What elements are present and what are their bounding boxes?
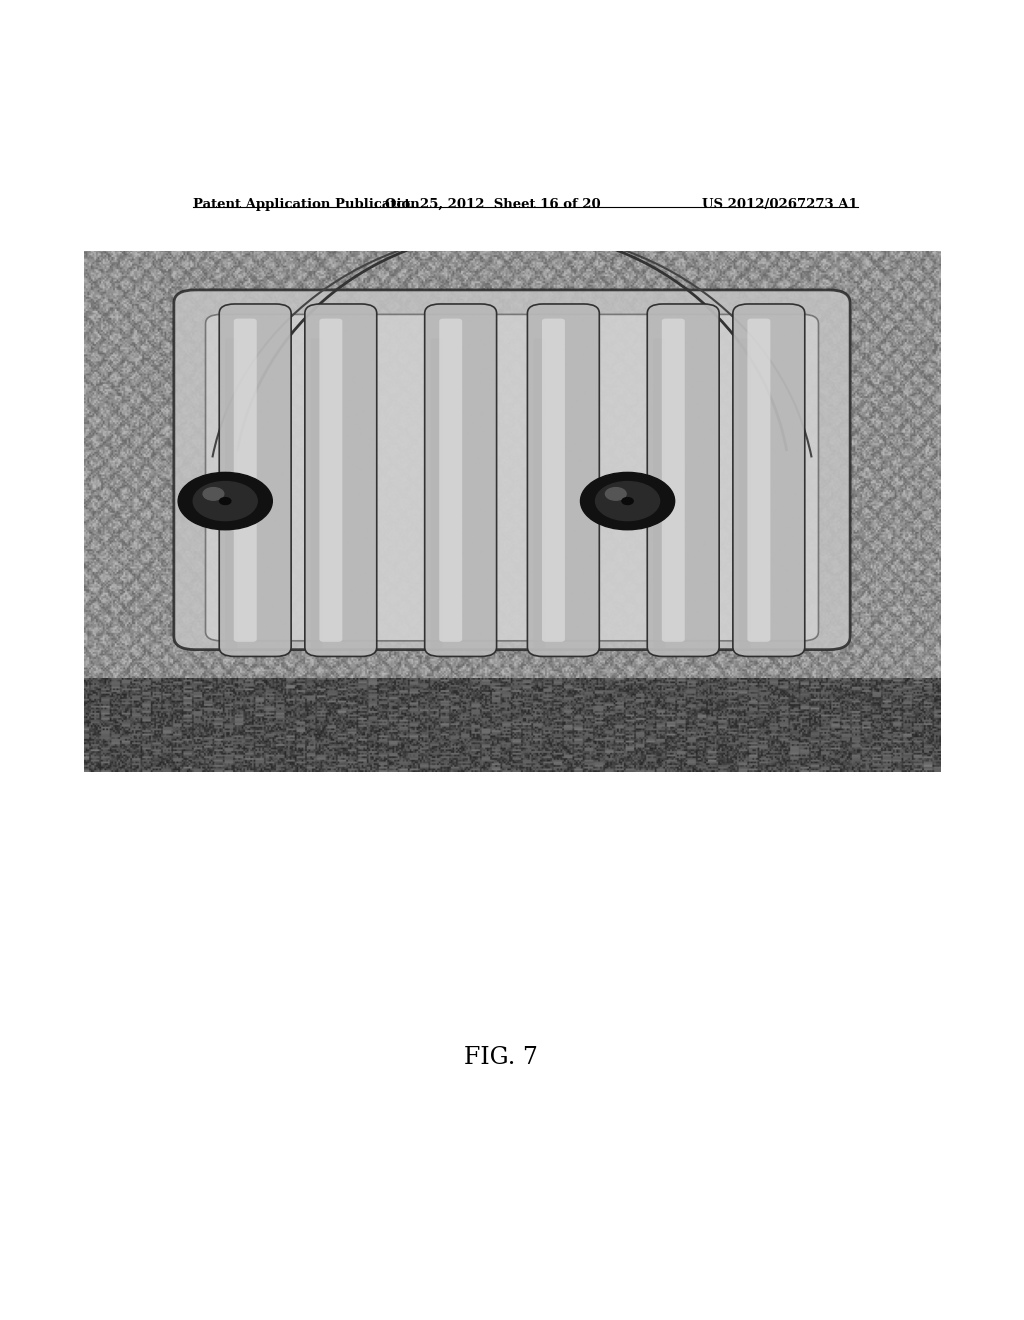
FancyBboxPatch shape [206, 314, 818, 640]
FancyBboxPatch shape [534, 338, 546, 648]
Circle shape [605, 487, 626, 500]
Text: Patent Application Publication: Patent Application Publication [194, 198, 420, 210]
Text: 300: 300 [436, 312, 476, 330]
Text: 200: 200 [560, 315, 600, 334]
Circle shape [203, 487, 224, 500]
Text: US 2012/0267273 A1: US 2012/0267273 A1 [702, 198, 858, 210]
FancyBboxPatch shape [319, 318, 342, 642]
Text: FIG. 7: FIG. 7 [464, 1047, 538, 1069]
FancyBboxPatch shape [425, 304, 497, 656]
Circle shape [622, 498, 633, 504]
FancyBboxPatch shape [431, 338, 442, 648]
FancyBboxPatch shape [748, 318, 770, 642]
Text: 231: 231 [654, 404, 694, 424]
FancyBboxPatch shape [233, 318, 257, 642]
FancyBboxPatch shape [733, 304, 805, 656]
FancyBboxPatch shape [219, 304, 291, 656]
Text: 230: 230 [591, 399, 631, 417]
Text: 231: 231 [869, 479, 909, 498]
FancyBboxPatch shape [662, 318, 685, 642]
FancyBboxPatch shape [739, 338, 751, 648]
FancyBboxPatch shape [311, 338, 323, 648]
Circle shape [219, 498, 230, 504]
Text: Oct. 25, 2012  Sheet 16 of 20: Oct. 25, 2012 Sheet 16 of 20 [385, 198, 601, 210]
Text: 220: 220 [508, 643, 548, 663]
Circle shape [194, 482, 257, 520]
Circle shape [581, 473, 675, 529]
Text: 10: 10 [775, 325, 804, 346]
FancyBboxPatch shape [439, 318, 462, 642]
Text: 220: 220 [279, 312, 318, 330]
Text: 410: 410 [436, 296, 476, 314]
Circle shape [596, 482, 659, 520]
FancyBboxPatch shape [653, 338, 666, 648]
Circle shape [178, 473, 272, 529]
Text: 300: 300 [869, 454, 909, 474]
FancyBboxPatch shape [527, 304, 599, 656]
FancyBboxPatch shape [647, 304, 719, 656]
FancyBboxPatch shape [305, 304, 377, 656]
FancyBboxPatch shape [542, 318, 565, 642]
FancyBboxPatch shape [225, 338, 238, 648]
FancyBboxPatch shape [174, 290, 850, 649]
